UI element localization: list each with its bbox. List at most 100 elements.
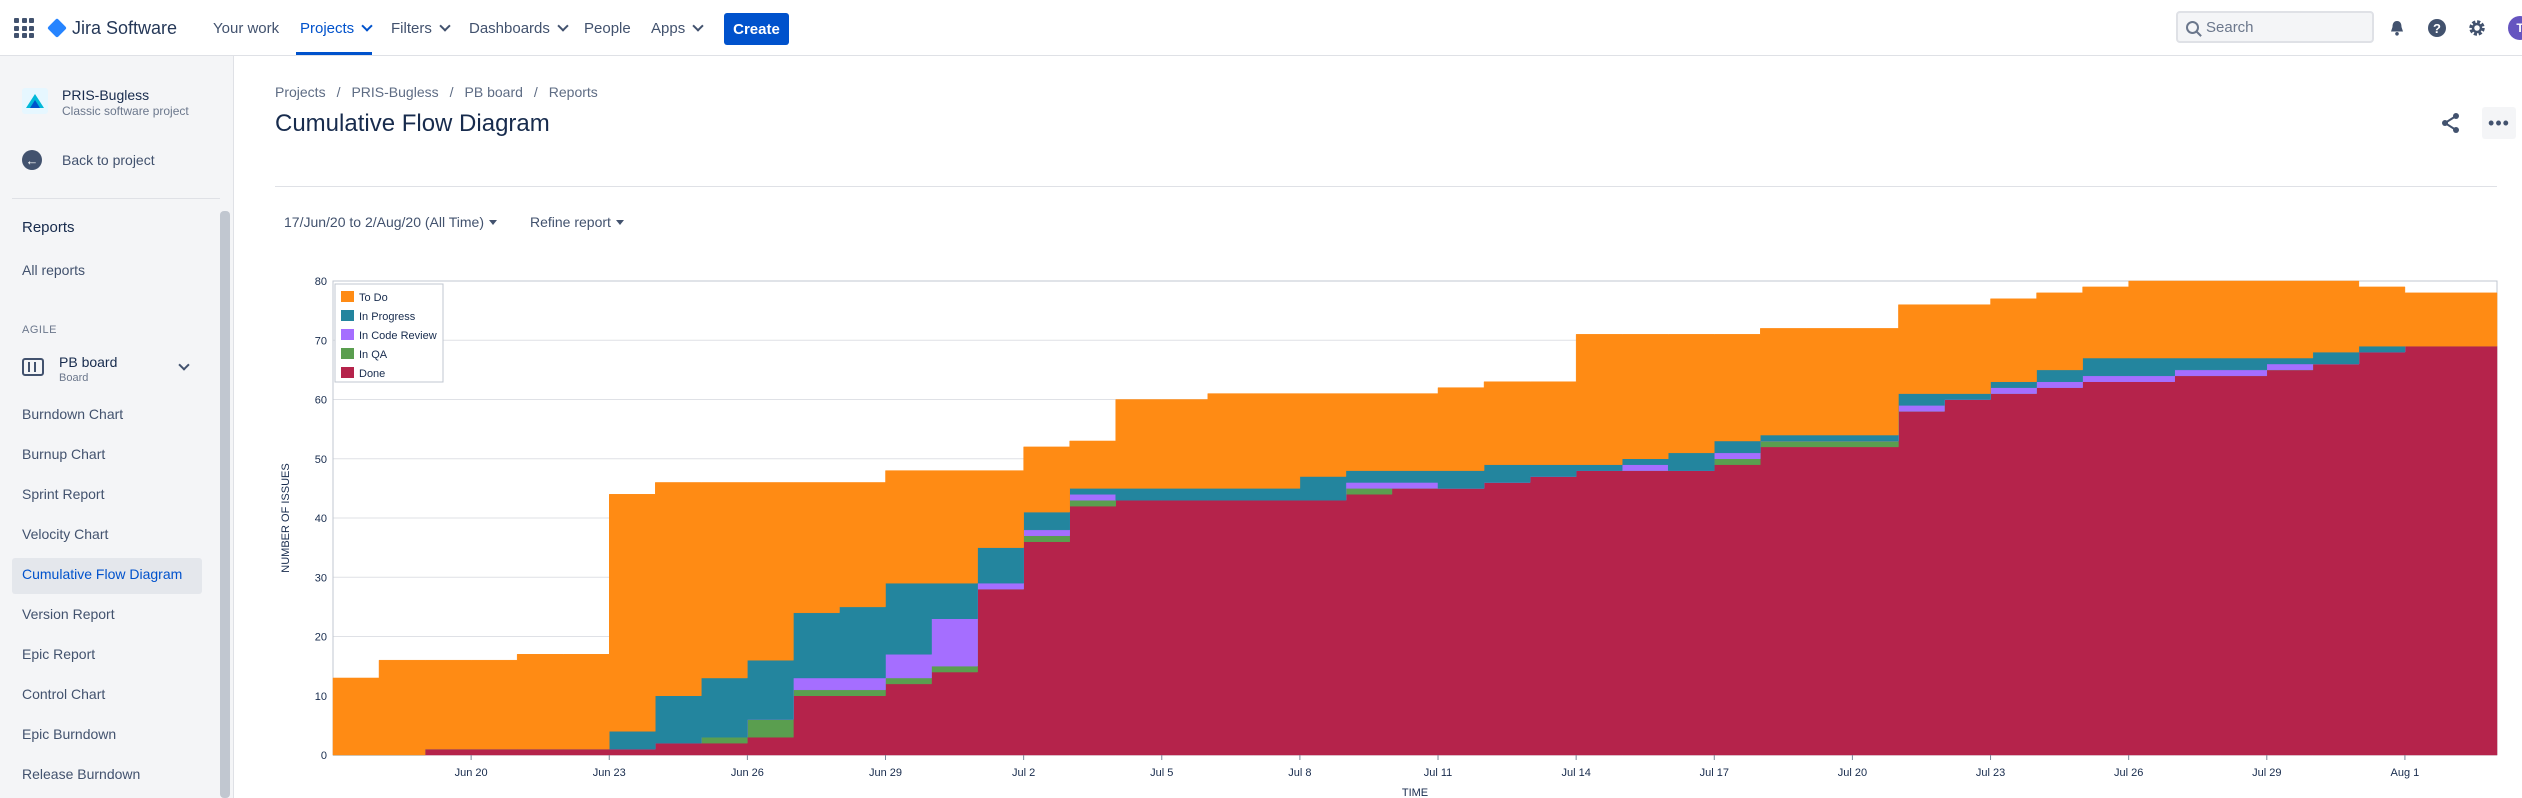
chart-legend: To Do In Progress In Code Review In QA Done (334, 283, 444, 383)
series-to-do (332, 280, 2498, 756)
sidebar-report-velocity-chart[interactable]: Velocity Chart (22, 526, 109, 542)
sidebar-report-epic-burndown[interactable]: Epic Burndown (22, 726, 117, 742)
x-axis-label: TIME (1402, 787, 1428, 798)
create-button[interactable]: Create (724, 13, 789, 45)
legend-swatch (341, 367, 354, 378)
board-icon (22, 358, 44, 376)
x-tick-label: Jul 8 (1288, 767, 1311, 779)
x-tick-label: Jul 20 (1838, 767, 1867, 779)
x-tick-label: Jul 2 (1012, 767, 1035, 779)
sidebar-report-epic-report[interactable]: Epic Report (22, 646, 96, 662)
sidebar-divider (12, 198, 220, 199)
y-tick-label: 40 (315, 513, 327, 525)
legend-swatch (341, 291, 354, 302)
caret-down-icon (615, 219, 624, 225)
search-icon (2186, 21, 2199, 34)
breadcrumb-reports[interactable]: Reports (548, 84, 598, 100)
breadcrumb-board[interactable]: PB board (464, 84, 523, 100)
search-input[interactable]: Search (2176, 11, 2374, 43)
board-type: Board (59, 372, 89, 384)
x-tick-label: Jun 23 (593, 767, 626, 779)
chevron-down-icon (439, 20, 451, 32)
x-axis-ticks: Jun 20 Jun 23 Jun 26 Jun 29 Jul 2 Jul 5 Jul 8 J… (455, 755, 2420, 779)
nav-filters[interactable]: Filters (391, 16, 451, 40)
notifications-icon[interactable] (2385, 16, 2409, 40)
project-name[interactable]: PRIS-Bugless (62, 87, 150, 103)
y-tick-label: 20 (315, 632, 327, 644)
jira-logo[interactable]: Jira Software (46, 15, 177, 41)
nav-your-work[interactable]: Your work (213, 19, 280, 37)
back-to-project-link[interactable]: ← Back to project (22, 150, 155, 170)
sidebar: PRIS-Bugless Classic software project ← … (0, 56, 234, 798)
active-report-highlight (12, 558, 202, 594)
y-tick-label: 30 (315, 572, 327, 584)
x-tick-label: Jul 23 (1976, 767, 2005, 779)
chart-areas (332, 280, 2498, 756)
x-tick-label: Jul 5 (1150, 767, 1173, 779)
logo-text: Jira Software (72, 17, 178, 38)
legend-label: In Code Review (359, 330, 437, 342)
nav-apps[interactable]: Apps (651, 16, 704, 40)
search-placeholder: Search (2206, 18, 2254, 36)
x-tick-label: Jul 17 (1700, 767, 1729, 779)
legend-label: To Do (359, 292, 388, 304)
x-tick-label: Jun 20 (455, 767, 488, 779)
chevron-down-icon (557, 20, 569, 32)
legend-label: Done (359, 368, 385, 380)
agile-section-label: AGILE (22, 324, 57, 336)
board-name[interactable]: PB board (59, 354, 118, 370)
more-actions-button[interactable]: ••• (2482, 107, 2516, 139)
sidebar-scrollbar[interactable] (220, 211, 230, 798)
share-icon[interactable] (2438, 110, 2464, 136)
y-tick-label: 70 (315, 335, 327, 347)
sidebar-report-cumulative-flow-diagram[interactable]: Cumulative Flow Diagram (22, 566, 183, 582)
x-tick-label: Jun 29 (869, 767, 902, 779)
y-axis-label: NUMBER OF ISSUES (280, 463, 292, 572)
sidebar-report-burnup-chart[interactable]: Burnup Chart (22, 446, 106, 462)
top-navigation: Jira Software Your work Projects Filters… (0, 0, 2522, 56)
date-range-filter[interactable]: 17/Jun/20 to 2/Aug/20 (All Time) (284, 214, 497, 230)
y-tick-label: 50 (315, 454, 327, 466)
chevron-down-icon (361, 20, 373, 32)
sidebar-report-sprint-report[interactable]: Sprint Report (22, 486, 105, 502)
settings-gear-icon[interactable] (2465, 16, 2489, 40)
user-avatar[interactable]: T (2508, 16, 2522, 40)
all-reports-link[interactable]: All reports (22, 262, 86, 278)
y-tick-label: 10 (315, 691, 327, 703)
nav-projects[interactable]: Projects (300, 16, 373, 40)
y-tick-label: 80 (315, 276, 327, 288)
x-tick-label: Aug 1 (2391, 767, 2420, 779)
x-tick-label: Jul 29 (2252, 767, 2281, 779)
sidebar-report-release-burndown[interactable]: Release Burndown (22, 766, 141, 782)
x-tick-label: Jun 26 (731, 767, 764, 779)
arrow-left-icon: ← (22, 150, 42, 170)
legend-swatch (341, 329, 354, 340)
breadcrumb-project[interactable]: PRIS-Bugless (351, 84, 439, 100)
sidebar-report-burndown-chart[interactable]: Burndown Chart (22, 406, 124, 422)
project-type: Classic software project (62, 104, 189, 118)
breadcrumb: Projects / PRIS-Bugless / PB board / Report… (275, 84, 598, 100)
project-icon (22, 88, 48, 114)
x-tick-label: Jul 11 (1424, 767, 1453, 779)
chevron-down-icon[interactable] (178, 359, 190, 371)
active-nav-indicator (296, 52, 372, 55)
breadcrumb-projects[interactable]: Projects (275, 84, 326, 100)
jira-diamond-icon (47, 18, 67, 38)
legend-swatch (341, 348, 354, 359)
nav-people[interactable]: People (584, 19, 631, 37)
app-switcher-icon[interactable] (14, 18, 34, 38)
legend-swatch (341, 310, 354, 321)
reports-heading: Reports (22, 219, 75, 236)
legend-label: In Progress (359, 311, 416, 323)
help-icon[interactable]: ? (2425, 16, 2449, 40)
nav-dashboards[interactable]: Dashboards (469, 16, 569, 40)
chevron-down-icon (692, 20, 704, 32)
sidebar-report-version-report[interactable]: Version Report (22, 606, 115, 622)
header-divider (275, 186, 2497, 187)
y-tick-label: 0 (321, 750, 327, 762)
page-title: Cumulative Flow Diagram (275, 110, 550, 137)
sidebar-report-control-chart[interactable]: Control Chart (22, 686, 106, 702)
legend-label: In QA (359, 349, 388, 361)
refine-report-dropdown[interactable]: Refine report (530, 214, 624, 230)
